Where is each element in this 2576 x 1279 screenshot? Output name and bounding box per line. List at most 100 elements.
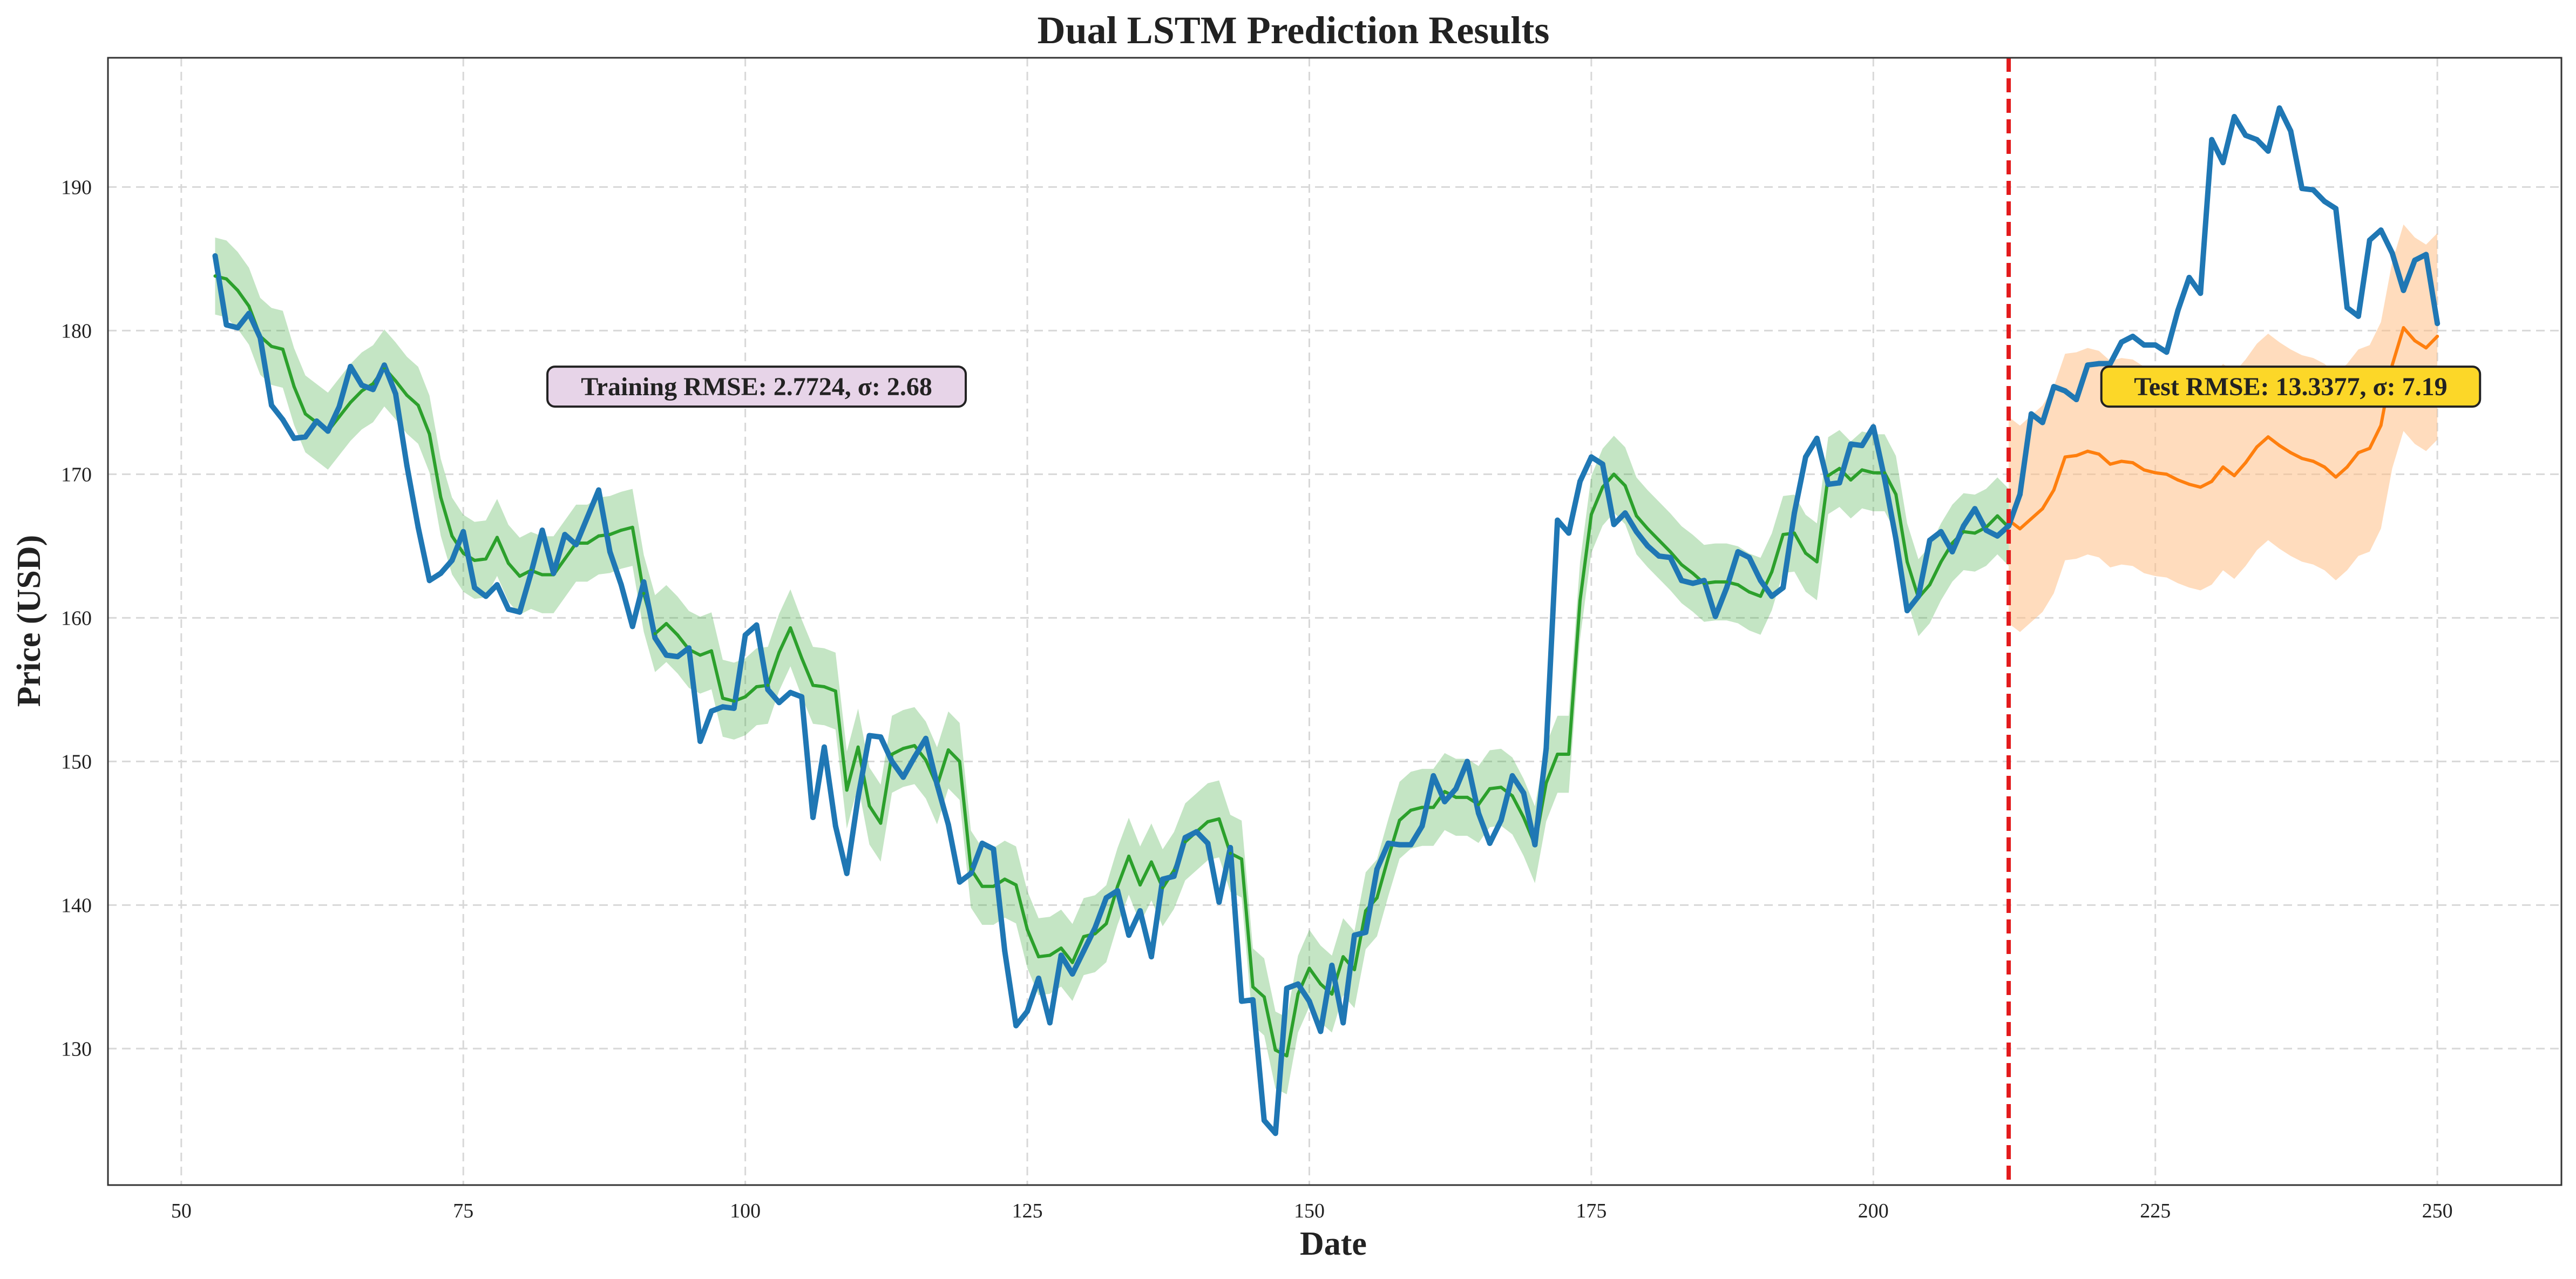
train-prediction-point — [653, 632, 657, 635]
actual-point — [528, 570, 534, 576]
actual-point — [1588, 454, 1594, 460]
actual-point — [2322, 198, 2328, 204]
actual-point — [1961, 523, 1967, 529]
train-prediction-point — [901, 747, 905, 750]
x-tick-label: 250 — [2422, 1200, 2453, 1222]
train-prediction-point — [800, 656, 804, 660]
actual-point — [2310, 187, 2316, 193]
actual-point — [1013, 1023, 1019, 1028]
actual-point — [1081, 948, 1087, 954]
actual-point — [2401, 287, 2406, 293]
actual-point — [1995, 533, 2001, 539]
actual-point — [1735, 549, 1741, 554]
actual-point — [2232, 114, 2237, 120]
train-prediction-point — [1522, 816, 1526, 820]
train-prediction-point — [1048, 953, 1052, 957]
train-prediction-point — [473, 558, 477, 562]
actual-point — [1577, 478, 1583, 484]
grid — [108, 58, 2561, 1185]
actual-point — [1340, 1020, 1346, 1026]
actual-point — [1611, 522, 1617, 527]
x-axis-label: Date — [1300, 1226, 1367, 1262]
train-prediction-point — [1082, 935, 1086, 938]
train-prediction-point — [1612, 472, 1616, 476]
x-tick-label: 100 — [730, 1200, 761, 1222]
actual-point — [585, 515, 591, 520]
x-tick-label: 125 — [1012, 1200, 1043, 1222]
actual-point — [1148, 954, 1154, 960]
actual-point — [370, 387, 376, 393]
train-prediction-point — [1059, 946, 1063, 950]
train-prediction-point — [1747, 590, 1751, 594]
train-prediction-point — [428, 432, 431, 436]
actual-point — [1758, 578, 1764, 584]
train-prediction-point — [980, 884, 984, 888]
train-prediction-point — [450, 534, 454, 538]
train-prediction-point — [924, 758, 927, 762]
chart-title: Dual LSTM Prediction Results — [1038, 9, 1550, 52]
train-prediction-point — [1928, 583, 1931, 587]
train-prediction-point — [879, 821, 883, 825]
train-prediction-point — [439, 495, 443, 499]
actual-point — [765, 687, 771, 693]
x-tick-label: 225 — [2140, 1200, 2171, 1222]
actual-point — [742, 632, 748, 638]
train-prediction-point — [1872, 471, 1875, 475]
test-prediction-band — [2009, 224, 2438, 632]
y-tick-label: 140 — [61, 894, 92, 917]
train-prediction-point — [1014, 883, 1018, 887]
train-prediction-point — [247, 304, 251, 308]
train-prediction-point — [1939, 560, 1943, 564]
train-prediction-point — [270, 344, 273, 348]
test-rmse-text: Test RMSE: 13.3377, σ: 7.19 — [2134, 373, 2447, 401]
train-prediction-point — [1307, 966, 1311, 970]
actual-point — [799, 694, 805, 700]
test-prediction-point — [2097, 452, 2101, 456]
actual-point — [1701, 578, 1707, 584]
test-rmse-box — [2100, 366, 2482, 408]
train-prediction-point — [1996, 514, 1999, 518]
train-prediction-point — [1070, 960, 1074, 964]
train-prediction-point — [721, 696, 724, 700]
train-prediction-point — [766, 684, 770, 687]
actual-point — [1780, 585, 1786, 591]
train-prediction-point — [1262, 995, 1266, 999]
actual-point — [472, 585, 478, 591]
train-prediction-point — [1172, 869, 1176, 872]
train-prediction-point — [845, 788, 849, 792]
actual-point — [754, 622, 760, 628]
train-prediction-point — [1906, 560, 1909, 564]
actual-point — [855, 794, 861, 800]
test-prediction-point — [2131, 461, 2134, 465]
actual-point — [404, 463, 410, 469]
train-prediction-point — [958, 760, 961, 763]
train-prediction-point — [1285, 1054, 1289, 1058]
actual-point — [1645, 543, 1651, 549]
x-tick-label: 150 — [1294, 1200, 1325, 1222]
training-rmse-text: Training RMSE: 2.7724, σ: 2.68 — [581, 373, 932, 401]
train-prediction-point — [1138, 883, 1142, 887]
actual-point — [934, 781, 940, 787]
actual-point — [223, 322, 229, 328]
train-prediction-point — [586, 542, 589, 545]
actual-point — [596, 487, 601, 493]
actual-point — [291, 435, 297, 441]
test-prediction-point — [2187, 482, 2191, 486]
actual-point — [618, 582, 624, 588]
training-rmse-box — [546, 366, 967, 408]
actual-point — [844, 870, 850, 876]
actual-point — [1667, 554, 1673, 560]
actual-point — [235, 325, 241, 331]
actual-point — [1679, 578, 1685, 584]
actual-point — [1374, 866, 1380, 872]
actual-point — [2006, 523, 2012, 529]
actual-point — [1859, 443, 1865, 449]
train-prediction-point — [1883, 471, 1887, 475]
y-tick-label: 190 — [61, 176, 92, 199]
train-prediction-point — [1330, 992, 1334, 996]
actual-point — [246, 310, 252, 316]
actual-point — [1272, 1131, 1278, 1136]
actual-point — [1362, 929, 1368, 935]
actual-point — [1566, 530, 1572, 536]
